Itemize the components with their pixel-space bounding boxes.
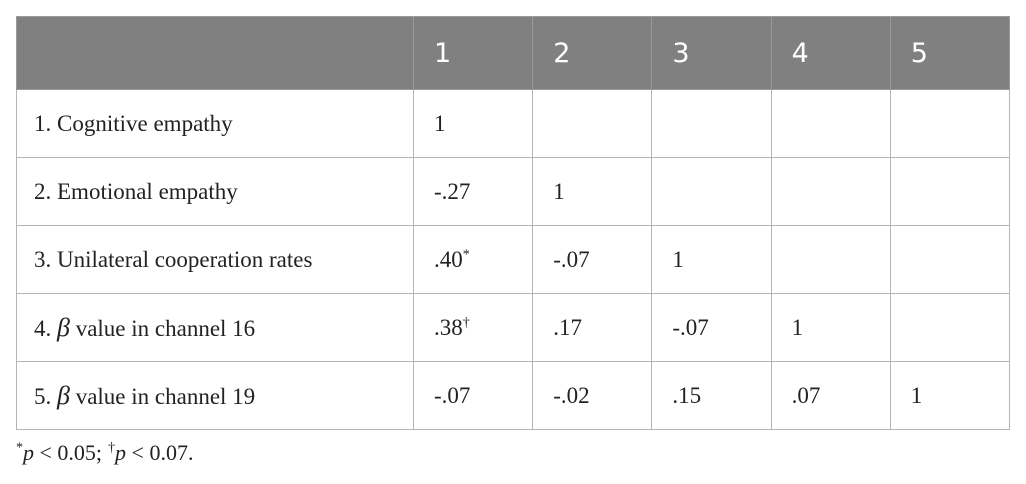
table-cell bbox=[532, 89, 653, 158]
beta-symbol: β bbox=[57, 312, 70, 342]
table-cell: 1 bbox=[889, 361, 1011, 430]
footnote-item: †p < 0.07. bbox=[108, 440, 193, 465]
table-cell bbox=[770, 225, 891, 294]
footnote-symbol: † bbox=[108, 440, 116, 456]
cell-value: 1 bbox=[791, 314, 804, 340]
cell-value: .15 bbox=[672, 382, 702, 408]
table-cell: 1 bbox=[412, 89, 534, 158]
cell-value: 1 bbox=[553, 178, 565, 204]
column-header: 4 bbox=[770, 16, 891, 90]
row-label: 3. Unilateral cooperation rates bbox=[16, 225, 414, 294]
cell-value: 1 bbox=[910, 382, 923, 408]
table-cell bbox=[889, 89, 1011, 158]
row-text: Cognitive empathy bbox=[57, 110, 233, 136]
table-cell bbox=[770, 157, 891, 226]
cell-note: * bbox=[462, 246, 470, 262]
row-label: 5. β value in channel 19 bbox=[16, 361, 414, 430]
table-cell: .17 bbox=[532, 293, 653, 362]
table-cell: .15 bbox=[651, 361, 772, 430]
cell-value: -.27 bbox=[434, 178, 471, 204]
row-text: Unilateral cooperation rates bbox=[57, 246, 313, 272]
column-header: 2 bbox=[532, 16, 653, 90]
cell-value: 1 bbox=[434, 110, 446, 136]
table-cell: .38† bbox=[412, 293, 534, 362]
row-number: 3. bbox=[34, 246, 52, 272]
row-text: Emotional empathy bbox=[57, 178, 238, 204]
cell-note: † bbox=[462, 314, 470, 330]
column-header: 3 bbox=[651, 16, 772, 90]
row-text: value in channel 16 bbox=[75, 315, 256, 341]
cell-value: -.07 bbox=[553, 246, 590, 272]
row-number: 1. bbox=[34, 110, 52, 136]
column-header: 1 bbox=[412, 16, 534, 90]
column-header: 5 bbox=[889, 16, 1011, 90]
table-cell bbox=[889, 157, 1011, 226]
cell-value: .07 bbox=[791, 382, 821, 408]
table-cell: 1 bbox=[532, 157, 653, 226]
cell-value: -.02 bbox=[553, 382, 590, 408]
footnote-condition: < 0.05; bbox=[39, 440, 103, 465]
row-text: value in channel 19 bbox=[75, 383, 256, 409]
cell-value: .17 bbox=[553, 314, 582, 340]
footnote-item: *p < 0.05; bbox=[16, 440, 102, 465]
table-row: 3. Unilateral cooperation rates .40* -.07 1 bbox=[16, 225, 1011, 294]
footnote-variable: p bbox=[115, 440, 127, 465]
table-row: 1. Cognitive empathy 1 bbox=[16, 89, 1011, 158]
table-cell: .07 bbox=[770, 361, 891, 430]
header-corner bbox=[16, 16, 414, 90]
table-cell: -.07 bbox=[651, 293, 772, 362]
beta-symbol: β bbox=[57, 380, 70, 410]
table-cell bbox=[770, 89, 891, 158]
cell-value: 1 bbox=[672, 246, 684, 272]
row-label: 2. Emotional empathy bbox=[16, 157, 414, 226]
footnote-symbol: * bbox=[16, 440, 23, 456]
row-number: 2. bbox=[34, 178, 52, 204]
cell-value: -.07 bbox=[672, 314, 709, 340]
cell-value: -.07 bbox=[434, 382, 471, 408]
footnote-variable: p bbox=[23, 440, 34, 465]
table-cell bbox=[889, 293, 1011, 362]
table-cell bbox=[651, 89, 772, 158]
footnote: *p < 0.05; †p < 0.07. bbox=[16, 440, 199, 466]
footnote-condition: < 0.07. bbox=[131, 440, 194, 465]
table-cell: 1 bbox=[651, 225, 772, 294]
row-number: 5. bbox=[34, 383, 52, 409]
table-row: 5. β value in channel 19 -.07 -.02 .15 .07 1 bbox=[16, 361, 1011, 430]
table-cell bbox=[889, 225, 1011, 294]
table-cell: -.07 bbox=[532, 225, 653, 294]
row-number: 4. bbox=[34, 315, 52, 341]
table-cell bbox=[651, 157, 772, 226]
row-label: 1. Cognitive empathy bbox=[16, 89, 414, 158]
table-row: 2. Emotional empathy -.27 1 bbox=[16, 157, 1011, 226]
table-cell: -.07 bbox=[412, 361, 534, 430]
table-row: 4. β value in channel 16.38† .17 -.07 1 bbox=[16, 293, 1011, 362]
cell-value: .38 bbox=[434, 314, 463, 340]
table-cell: 1 bbox=[770, 293, 891, 362]
row-label: 4. β value in channel 16 bbox=[16, 293, 414, 362]
table-cell: -.02 bbox=[532, 361, 653, 430]
cell-value: .40 bbox=[434, 246, 463, 272]
table-cell: -.27 bbox=[412, 157, 534, 226]
table-cell: .40* bbox=[412, 225, 534, 294]
